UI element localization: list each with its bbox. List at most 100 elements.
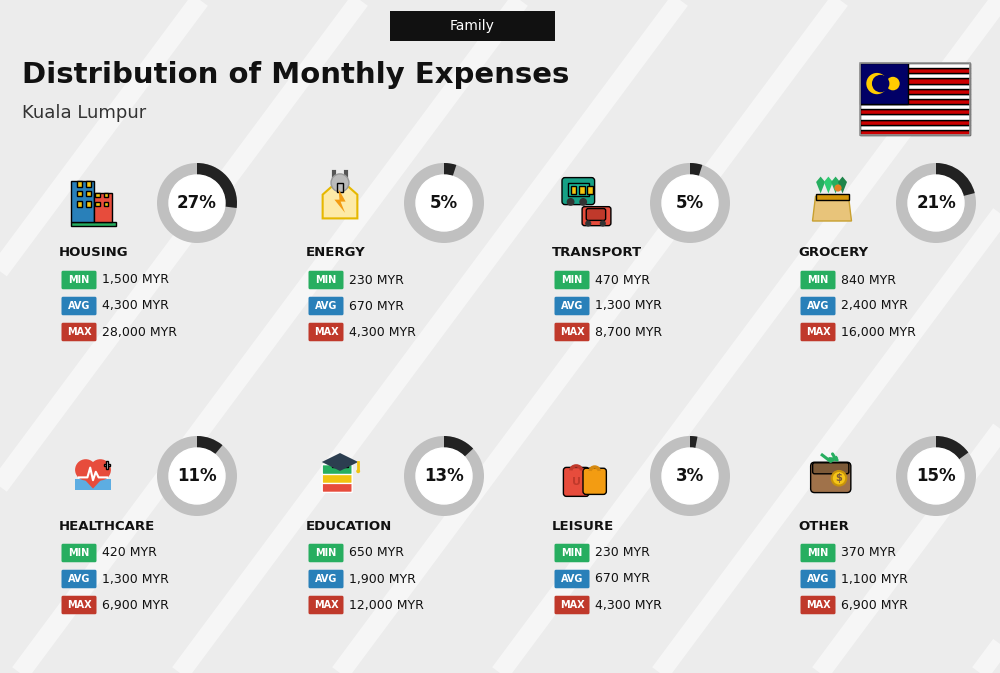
Circle shape [832, 471, 846, 485]
Text: TRANSPORT: TRANSPORT [552, 246, 642, 260]
Text: 1,500 MYR: 1,500 MYR [102, 273, 169, 287]
Text: Family: Family [450, 19, 495, 33]
FancyBboxPatch shape [76, 181, 82, 186]
Text: 15%: 15% [916, 467, 956, 485]
Text: U: U [572, 477, 581, 487]
Text: 420 MYR: 420 MYR [102, 546, 157, 559]
Wedge shape [157, 163, 237, 243]
FancyBboxPatch shape [106, 461, 108, 469]
Wedge shape [650, 436, 730, 516]
FancyBboxPatch shape [70, 222, 116, 225]
Circle shape [908, 175, 964, 231]
Wedge shape [444, 436, 473, 457]
Wedge shape [197, 163, 237, 208]
FancyBboxPatch shape [860, 68, 970, 73]
FancyBboxPatch shape [94, 193, 112, 222]
FancyBboxPatch shape [860, 83, 970, 89]
FancyBboxPatch shape [860, 94, 970, 99]
Wedge shape [896, 163, 976, 243]
FancyBboxPatch shape [860, 89, 970, 94]
FancyBboxPatch shape [308, 596, 344, 614]
Wedge shape [936, 436, 968, 460]
FancyBboxPatch shape [332, 459, 348, 467]
Polygon shape [831, 176, 840, 193]
FancyBboxPatch shape [86, 191, 91, 197]
FancyBboxPatch shape [390, 11, 555, 41]
Text: ENERGY: ENERGY [306, 246, 366, 260]
Wedge shape [444, 163, 456, 176]
FancyBboxPatch shape [860, 114, 970, 120]
Text: 670 MYR: 670 MYR [595, 573, 650, 586]
Text: 230 MYR: 230 MYR [349, 273, 404, 287]
FancyBboxPatch shape [86, 201, 91, 207]
Circle shape [416, 448, 472, 504]
Circle shape [662, 448, 718, 504]
Text: AVG: AVG [807, 301, 829, 311]
Text: MIN: MIN [561, 275, 583, 285]
Text: 230 MYR: 230 MYR [595, 546, 650, 559]
FancyBboxPatch shape [555, 570, 590, 588]
FancyBboxPatch shape [860, 104, 970, 109]
FancyBboxPatch shape [95, 192, 100, 197]
Polygon shape [838, 176, 847, 193]
Text: $: $ [836, 473, 842, 483]
Text: 840 MYR: 840 MYR [841, 273, 896, 287]
Polygon shape [812, 197, 852, 221]
Text: EDUCATION: EDUCATION [306, 520, 392, 532]
FancyBboxPatch shape [816, 194, 849, 200]
FancyBboxPatch shape [76, 191, 82, 197]
Wedge shape [157, 436, 237, 516]
FancyBboxPatch shape [579, 186, 585, 194]
Text: 13%: 13% [424, 467, 464, 485]
FancyBboxPatch shape [95, 201, 100, 206]
Text: MAX: MAX [67, 327, 91, 337]
FancyBboxPatch shape [308, 570, 344, 588]
FancyBboxPatch shape [582, 207, 611, 225]
Text: MIN: MIN [68, 275, 90, 285]
Circle shape [416, 175, 472, 231]
Text: 650 MYR: 650 MYR [349, 546, 404, 559]
FancyBboxPatch shape [587, 186, 593, 194]
Circle shape [579, 198, 587, 206]
Circle shape [331, 174, 349, 192]
Polygon shape [816, 176, 825, 193]
Text: AVG: AVG [68, 301, 90, 311]
Text: AVG: AVG [561, 301, 583, 311]
FancyBboxPatch shape [337, 183, 343, 192]
Circle shape [886, 77, 900, 90]
Wedge shape [690, 436, 697, 448]
Text: MAX: MAX [806, 600, 830, 610]
FancyBboxPatch shape [104, 464, 110, 466]
FancyBboxPatch shape [62, 570, 96, 588]
FancyBboxPatch shape [308, 323, 344, 341]
Text: 370 MYR: 370 MYR [841, 546, 896, 559]
FancyBboxPatch shape [104, 192, 108, 197]
Text: MIN: MIN [68, 548, 90, 558]
Circle shape [585, 220, 591, 227]
Text: HOUSING: HOUSING [59, 246, 129, 260]
Text: 4,300 MYR: 4,300 MYR [595, 598, 662, 612]
Text: 11%: 11% [177, 467, 217, 485]
Wedge shape [690, 163, 702, 176]
FancyBboxPatch shape [555, 271, 590, 289]
Polygon shape [75, 479, 111, 490]
Text: LEISURE: LEISURE [552, 520, 614, 532]
Text: OTHER: OTHER [798, 520, 849, 532]
FancyBboxPatch shape [860, 109, 970, 114]
Wedge shape [896, 436, 976, 516]
Text: HEALTHCARE: HEALTHCARE [59, 520, 155, 532]
FancyBboxPatch shape [104, 201, 108, 206]
FancyBboxPatch shape [322, 464, 352, 474]
Text: AVG: AVG [561, 574, 583, 584]
Text: MAX: MAX [314, 600, 338, 610]
Circle shape [908, 448, 964, 504]
Circle shape [356, 469, 360, 473]
Text: MAX: MAX [67, 600, 91, 610]
Text: 6,900 MYR: 6,900 MYR [841, 598, 908, 612]
Text: 3%: 3% [676, 467, 704, 485]
Text: 8,700 MYR: 8,700 MYR [595, 326, 662, 339]
FancyBboxPatch shape [62, 271, 96, 289]
FancyBboxPatch shape [860, 79, 970, 83]
FancyBboxPatch shape [860, 63, 970, 68]
Polygon shape [334, 189, 346, 213]
